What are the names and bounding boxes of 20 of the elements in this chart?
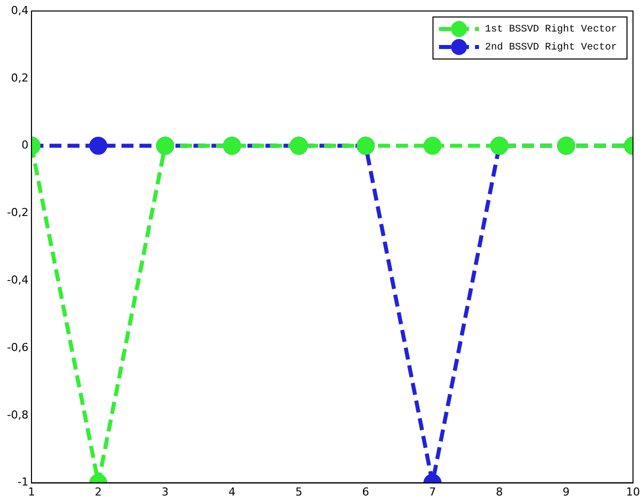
x-tick-label: 1 [28, 485, 35, 498]
x-tick-label: 8 [496, 485, 503, 498]
y-tick-label: 0 [21, 138, 28, 152]
y-tick-label: -0,2 [6, 206, 28, 220]
x-tick-label: 7 [428, 485, 436, 498]
y-tick-label: -1 [17, 476, 28, 489]
y-tick-label: 0,2 [10, 71, 28, 84]
legend-label: 1st BSSVD Right Vector [484, 24, 618, 36]
legend-label: 2nd BSSVD Right Vector [484, 42, 618, 54]
y-tick-label: 0,4 [10, 4, 28, 17]
x-tick-label: 6 [362, 485, 370, 498]
x-tick-label: 4 [228, 485, 236, 498]
x-tick-label: 2 [94, 485, 102, 498]
y-tick-label: -0,8 [6, 408, 28, 422]
x-tick-label: 9 [562, 485, 570, 498]
x-tick-label: 3 [162, 485, 169, 498]
x-tick-label: 5 [295, 485, 302, 498]
y-tick-label: -0,6 [6, 340, 28, 354]
y-tick-label: -0,4 [6, 273, 28, 286]
x-tick-label: 10 [626, 485, 640, 498]
